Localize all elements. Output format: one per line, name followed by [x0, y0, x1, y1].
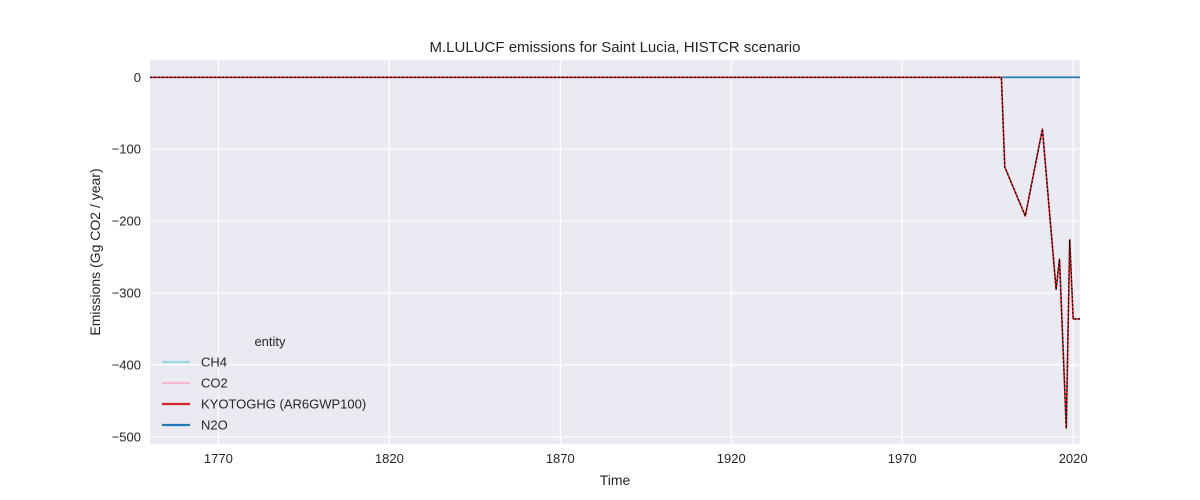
x-tick-labels: 1770 1820 1870 1920 1970 2020 — [204, 451, 1088, 466]
x-axis-title: Time — [600, 472, 631, 488]
y-tick-label: 0 — [134, 70, 141, 85]
chart-title: M.LULUCF emissions for Saint Lucia, HIST… — [430, 39, 801, 56]
legend-title: entity — [254, 334, 286, 349]
y-tick-label: −500 — [112, 429, 141, 444]
x-tick-label: 1920 — [717, 451, 746, 466]
x-tick-label: 1970 — [888, 451, 917, 466]
x-tick-label: 1820 — [375, 451, 404, 466]
series-lines — [150, 76, 1080, 430]
legend-label: CO2 — [201, 376, 228, 391]
y-tick-label: −200 — [112, 214, 141, 229]
series-line-kyotoghg-ar6gwp100- — [150, 76, 1080, 430]
legend-label: KYOTOGHG (AR6GWP100) — [201, 397, 366, 412]
y-axis-title: Emissions (Gg CO2 / year) — [87, 168, 103, 335]
legend-label: N2O — [201, 418, 228, 433]
x-tick-label: 1870 — [546, 451, 575, 466]
y-tick-label: −100 — [112, 142, 141, 157]
y-tick-labels: 0 −100 −200 −300 −400 −500 — [112, 70, 141, 445]
y-tick-label: −300 — [112, 285, 141, 300]
x-tick-label: 1770 — [204, 451, 233, 466]
plot-background — [150, 60, 1080, 444]
legend-label: CH4 — [201, 355, 227, 370]
y-tick-label: −400 — [112, 357, 141, 372]
x-tick-label: 2020 — [1059, 451, 1088, 466]
legend: entity CH4 CO2 KYOTOGHG (AR6GWP100) N2O — [162, 334, 366, 433]
